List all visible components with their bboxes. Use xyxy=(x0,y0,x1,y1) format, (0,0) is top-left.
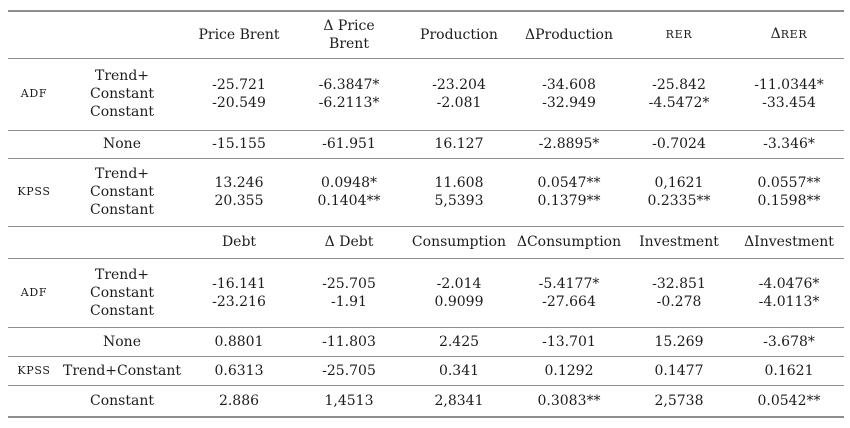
value-cell: -2.8895* xyxy=(514,130,624,159)
value-cell: 0.0948* 0.1404** xyxy=(294,158,404,227)
row-constant: Constant 2.886 1,4513 2,8341 0.3083** 2,… xyxy=(8,385,844,418)
value-cell: 1,4513 xyxy=(294,385,404,418)
value-cell: -4.0476* -4.0113* xyxy=(734,258,844,328)
col-header-delta-production: ΔProduction xyxy=(514,11,624,59)
value-cell: 16.127 xyxy=(404,130,514,159)
value-cell: -25.705 -1.91 xyxy=(294,258,404,328)
header-spec-col-blank xyxy=(60,226,184,259)
unit-root-tests-table: Price Brent Δ Price Brent Production ΔPr… xyxy=(8,10,844,418)
value-cell: -2.014 0.9099 xyxy=(404,258,514,328)
test-label-kpss: KPSS xyxy=(8,356,60,386)
header-row-2: Debt Δ Debt Consumption ΔConsumption Inv… xyxy=(8,226,844,259)
value-cell: 0,1621 0.2335** xyxy=(624,158,734,227)
test-label-adf: ADF xyxy=(8,258,60,328)
col-header-delta-debt: Δ Debt xyxy=(294,226,404,259)
value-cell: 0.8801 xyxy=(184,327,294,357)
test-label-blank xyxy=(8,130,60,159)
value-cell: -25.705 xyxy=(294,356,404,386)
row-kpss-section-1: KPSS Trend+ Constant Constant 13.246 20.… xyxy=(8,158,844,227)
delta-symbol: Δ xyxy=(770,26,781,43)
spec-cell: Trend+ Constant Constant xyxy=(60,258,184,328)
row-none-2: None 0.8801 -11.803 2.425 -13.701 15.269… xyxy=(8,327,844,357)
col-header-delta-rer: ΔRER xyxy=(734,11,844,59)
value-cell: 2,5738 xyxy=(624,385,734,418)
value-cell: -11.0344* -33.454 xyxy=(734,58,844,131)
header-spec-col-blank xyxy=(60,11,184,59)
value-cell: -13.701 xyxy=(514,327,624,357)
value-cell: -11.803 xyxy=(294,327,404,357)
value-cell: 0.0542** xyxy=(734,385,844,418)
value-cell: 0.341 xyxy=(404,356,514,386)
value-cell: -23.204 -2.081 xyxy=(404,58,514,131)
row-none-1: None -15.155 -61.951 16.127 -2.8895* -0.… xyxy=(8,130,844,159)
header-row-1: Price Brent Δ Price Brent Production ΔPr… xyxy=(8,11,844,59)
value-cell: 13.246 20.355 xyxy=(184,158,294,227)
value-cell: 0.6313 xyxy=(184,356,294,386)
col-header-consumption: Consumption xyxy=(404,226,514,259)
spec-cell: Trend+ Constant Constant xyxy=(60,58,184,131)
col-header-delta-investment: ΔInvestment xyxy=(734,226,844,259)
value-cell: -61.951 xyxy=(294,130,404,159)
value-cell: 0.3083** xyxy=(514,385,624,418)
header-test-col-blank xyxy=(8,11,60,59)
value-cell: 0.1292 xyxy=(514,356,624,386)
value-cell: -0.7024 xyxy=(624,130,734,159)
test-label-adf: ADF xyxy=(8,58,60,131)
value-cell: -5.4177* -27.664 xyxy=(514,258,624,328)
col-header-price-brent: Price Brent xyxy=(184,11,294,59)
value-cell: -3.678* xyxy=(734,327,844,357)
spec-cell: Trend+Constant xyxy=(60,356,184,386)
test-label-kpss: KPSS xyxy=(8,158,60,227)
value-cell: -25.842 -4.5472* xyxy=(624,58,734,131)
value-cell: -6.3847* -6.2113* xyxy=(294,58,404,131)
value-cell: 0.0547** 0.1379** xyxy=(514,158,624,227)
col-header-investment: Investment xyxy=(624,226,734,259)
spec-cell: Trend+ Constant Constant xyxy=(60,158,184,227)
value-cell: -3.346* xyxy=(734,130,844,159)
spec-cell: None xyxy=(60,327,184,357)
spec-cell: None xyxy=(60,130,184,159)
value-cell: 0.1621 xyxy=(734,356,844,386)
row-kpss-section-2: KPSS Trend+Constant 0.6313 -25.705 0.341… xyxy=(8,356,844,386)
spec-cell: Constant xyxy=(60,385,184,418)
col-header-debt: Debt xyxy=(184,226,294,259)
rer-label: RER xyxy=(665,28,693,42)
value-cell: 2.425 xyxy=(404,327,514,357)
value-cell: -34.608 -32.949 xyxy=(514,58,624,131)
header-test-col-blank xyxy=(8,226,60,259)
test-label-blank xyxy=(8,327,60,357)
value-cell: 2,8341 xyxy=(404,385,514,418)
row-adf-section-2: ADF Trend+ Constant Constant -16.141 -23… xyxy=(8,258,844,328)
col-header-production: Production xyxy=(404,11,514,59)
value-cell: 0.0557** 0.1598** xyxy=(734,158,844,227)
value-cell: -32.851 -0.278 xyxy=(624,258,734,328)
col-header-rer: RER xyxy=(624,11,734,59)
rer-label: RER xyxy=(780,28,808,42)
col-header-delta-consumption: ΔConsumption xyxy=(514,226,624,259)
value-cell: 15.269 xyxy=(624,327,734,357)
col-header-delta-price-brent: Δ Price Brent xyxy=(294,11,404,59)
value-cell: -16.141 -23.216 xyxy=(184,258,294,328)
test-label-blank xyxy=(8,385,60,418)
value-cell: -15.155 xyxy=(184,130,294,159)
value-cell: 11.608 5,5393 xyxy=(404,158,514,227)
value-cell: -25.721 -20.549 xyxy=(184,58,294,131)
value-cell: 0.1477 xyxy=(624,356,734,386)
row-adf-section-1: ADF Trend+ Constant Constant -25.721 -20… xyxy=(8,58,844,131)
value-cell: 2.886 xyxy=(184,385,294,418)
